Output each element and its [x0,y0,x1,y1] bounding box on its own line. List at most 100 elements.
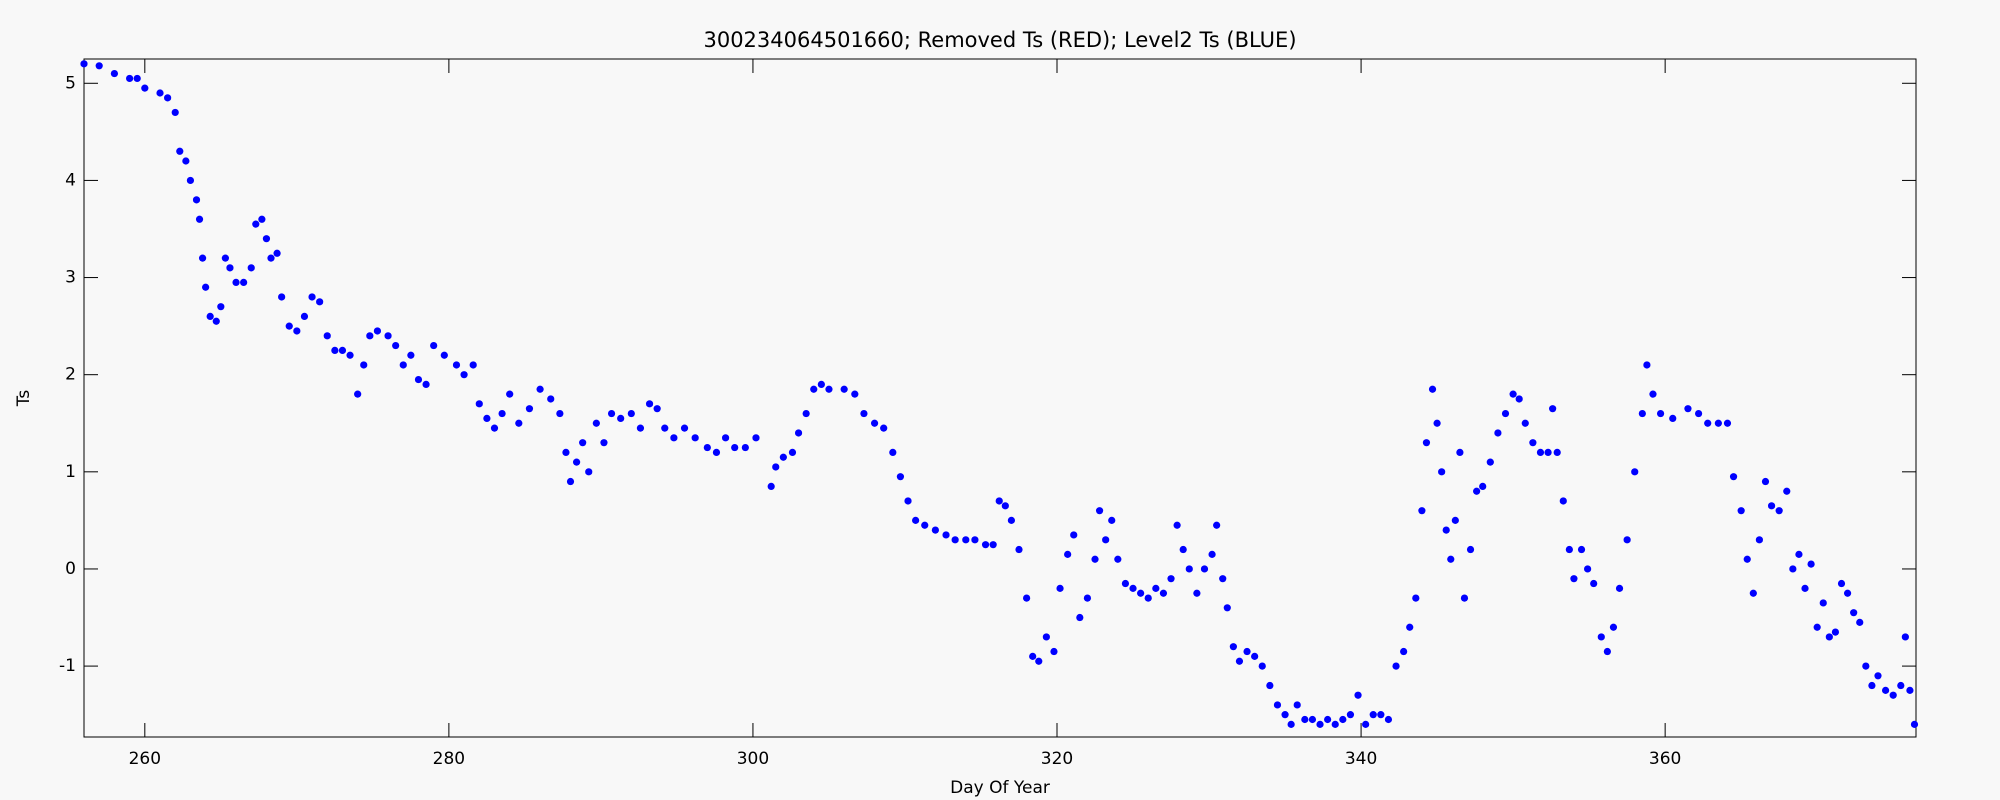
point [1486,458,1494,466]
point [240,278,248,287]
point [192,196,201,204]
point [1577,545,1586,554]
point [1843,589,1852,597]
point [258,215,266,223]
point [1056,584,1064,592]
point [942,531,950,539]
point [712,448,721,456]
point [1850,609,1858,617]
point [346,351,354,359]
point [1559,497,1567,505]
point [323,332,331,340]
point [430,341,438,350]
point [273,249,281,257]
point [1795,550,1803,558]
point [1219,575,1227,583]
point [1137,589,1145,597]
point [1565,545,1573,554]
point [506,390,514,398]
point [653,405,661,413]
point [536,385,544,393]
point [1615,584,1624,592]
x-axis-label: Day Of Year [950,778,1050,798]
point [1229,643,1237,651]
point [1362,720,1370,728]
point [1447,555,1455,563]
point [1235,657,1244,665]
point [338,346,347,355]
point [788,448,797,456]
point [407,351,415,359]
point [354,390,362,398]
point [1529,439,1537,447]
point [126,74,134,83]
point [1694,409,1703,418]
point [1384,715,1393,724]
point [1223,604,1231,612]
point [1179,545,1187,554]
point [1494,429,1502,437]
point [1501,409,1510,418]
point [1684,405,1692,413]
point [1442,526,1450,534]
point [1331,720,1339,728]
point [232,278,240,287]
point [617,414,625,422]
point [741,443,749,452]
point [607,409,616,418]
point [1456,448,1464,456]
point [1767,502,1776,510]
point [176,147,184,155]
point [1258,662,1266,670]
point [95,62,103,70]
point [360,361,368,369]
point [1091,555,1099,563]
point [1603,647,1611,656]
point [399,361,407,369]
point [1643,361,1651,369]
point [525,405,534,413]
point [1761,477,1770,486]
point [1114,555,1122,563]
point [308,293,316,301]
point [1868,681,1876,690]
point [1825,633,1833,641]
point [889,448,897,456]
point [794,429,803,437]
point [1723,419,1732,427]
point [202,283,210,291]
point [285,322,293,330]
chart-title: 300234064501660; Removed Ts (RED); Level… [703,28,1296,52]
point [1083,594,1092,602]
point [931,526,939,534]
point [133,74,141,83]
point [1213,521,1221,529]
point [645,400,654,408]
point [164,94,172,102]
point [1775,507,1783,515]
point [226,264,234,272]
point [1509,390,1517,398]
point [1729,473,1738,481]
point [904,497,912,505]
point [206,312,214,321]
x-tick-label: 360 [1649,749,1681,769]
point [1422,439,1431,447]
point [1042,633,1050,641]
x-tick-label: 340 [1345,749,1377,769]
point [483,414,491,422]
point [1144,594,1152,602]
point [1001,502,1009,510]
point [1301,715,1309,724]
point [1669,414,1677,422]
point [1339,715,1347,724]
y-tick-label: 0 [65,559,76,579]
point [547,395,555,403]
point [981,541,990,549]
point [475,400,483,408]
point [767,482,775,490]
point [1406,623,1414,631]
y-tick-label: 3 [65,268,76,288]
point [1193,589,1201,597]
